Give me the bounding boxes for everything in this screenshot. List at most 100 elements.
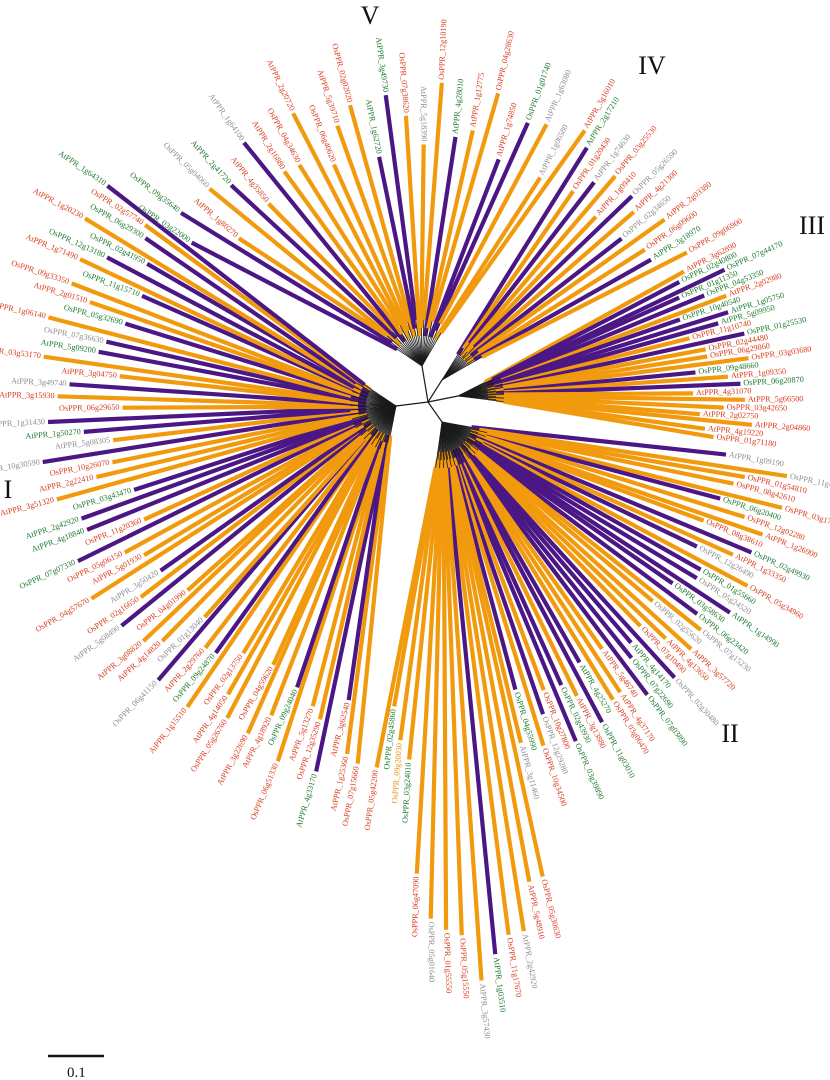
leaf-label: AtPPR_1g09190	[728, 450, 784, 469]
branch-osppr-04g57670	[90, 423, 365, 601]
branch-atppr-1g71490	[79, 257, 362, 394]
internal-branch	[386, 335, 423, 367]
branch-osppr-05g01640	[428, 451, 445, 919]
internal-branch	[421, 323, 441, 367]
internal-branch	[421, 321, 433, 367]
branch-osppr-02g55620	[469, 445, 655, 603]
internal-branch	[392, 329, 423, 367]
branch-osppr-02g30480	[471, 454, 677, 680]
clade-label-v: V	[361, 1, 380, 30]
branch-osppr-12g26490	[481, 441, 698, 549]
branch-osppr-07g07330	[77, 419, 363, 564]
branch-osppr-09g20030	[398, 451, 442, 741]
leaf-label: AtPPR_1g62720	[364, 98, 384, 154]
leaf-label: AtPPR_2g04860	[755, 420, 811, 433]
leaf-label: OsPPR_03g53170	[0, 344, 41, 360]
branch-osppr-04g55990	[453, 465, 518, 691]
branch-atppr-3g15930	[57, 394, 351, 408]
branch-atppr-1g74850	[428, 158, 501, 338]
branch-osppr-07g10490	[466, 448, 642, 628]
branch-osppr-06g09600	[465, 247, 647, 365]
clade-label-iv: IV	[638, 51, 666, 80]
branch-atppr-2g20720	[291, 112, 412, 340]
leaf-label: AtPPR_1g06140	[0, 300, 47, 321]
branch-osppr-05g26590	[472, 194, 634, 349]
branch-atppr-3g51320	[56, 411, 368, 502]
branch-atppr-4g35850	[267, 202, 395, 332]
leaf-label: OsPPR_05g15550	[458, 938, 471, 999]
branch-osppr-03g25530	[459, 174, 617, 359]
leaf-label: AtPPR_1g50270	[25, 427, 81, 441]
branch-atppr-1g64310	[106, 184, 366, 387]
branch-atppr-2g41720	[229, 183, 398, 340]
scale-bar: 0.1	[48, 1054, 104, 1080]
branch-osppr-07g15230	[463, 439, 703, 632]
branch-osppr-07g36630	[105, 339, 360, 402]
leaf-label: AtPPR_5g18390	[419, 86, 429, 142]
leaf-label: AtPPR_1g64310	[57, 149, 108, 188]
branch-osppr-01g71180	[503, 399, 714, 440]
branch-osppr-06g29300	[144, 236, 358, 385]
branch-osppr-02g13750	[241, 435, 376, 655]
leaf-label: AtPPR_4g28010	[451, 78, 466, 134]
branch-atppr-1g62720	[377, 156, 417, 330]
internal-branch	[441, 356, 483, 381]
branch-osppr-03g06470	[464, 459, 615, 701]
branch-osppr-06g20400	[485, 434, 721, 501]
branch-atppr-1g80270	[237, 236, 389, 338]
leaf-label: OsPPR_11g17670	[505, 937, 523, 998]
internal-branch	[421, 332, 442, 367]
branch-atppr-4g18920	[269, 446, 378, 717]
branch-osppr-05g04060	[208, 187, 402, 347]
branch-atppr-5g18390	[419, 144, 426, 329]
branch-osppr-06g51330	[275, 433, 387, 762]
branch-osppr-11g03010	[458, 454, 604, 724]
leaf-label: OsPPR_03g24010	[401, 762, 413, 823]
leaf-label: OsPPR_01g25530	[746, 315, 807, 337]
branch-osppr-02g44480	[502, 347, 707, 390]
branch-osppr-04g28630	[430, 92, 501, 322]
branch-osppr-02g49930	[468, 432, 753, 555]
branch-atppr-2g17210	[456, 146, 589, 356]
branch-osppr-09g24040	[295, 439, 383, 689]
leaf-label: AtPPR_4g31070	[696, 386, 752, 397]
branch-atppr-1g05750	[493, 310, 729, 388]
scale-bar-label: 0.1	[67, 1065, 86, 1080]
internal-branch	[399, 325, 423, 367]
leaf-label: AtPPR_2g01510	[33, 281, 89, 305]
clade-stem-3	[427, 395, 459, 403]
leaf-label-group: OsPPR_03g22000OsPPR_09g35640AtPPR_1g8027…	[0, 19, 830, 1039]
branch-atppr-3g18970	[473, 257, 653, 362]
branch-atppr-4g18840	[86, 414, 369, 532]
branch-osppr-01g01740	[432, 121, 530, 332]
leaf-label: AtPPR_1g03510	[492, 957, 508, 1013]
leaf-label: OsPPR_06g47090	[410, 876, 420, 937]
branch-osppr-01g55660	[473, 440, 702, 572]
branch-osppr-01g20430	[461, 189, 575, 350]
branch-atppr-5g48910	[449, 466, 532, 883]
branch-atppr-3g62540	[346, 450, 387, 701]
branch-atppr-5g01930	[143, 426, 357, 557]
branch-atppr-4g28010	[423, 136, 458, 337]
branch-osppr-12g02280	[469, 430, 746, 519]
leaf-label: OsPPR_04g28630	[494, 30, 516, 91]
branch-osppr-10g30590	[42, 408, 367, 465]
stem-group	[349, 320, 504, 468]
branch-atppr-4g14170	[459, 443, 633, 645]
branch-atppr-4g33170	[314, 434, 390, 772]
branch-atppr-3g16010	[439, 129, 587, 335]
branch-osppr-03g53170	[43, 354, 351, 403]
leaf-label: OsPPR_12g10190	[437, 19, 449, 80]
branch-osppr-09g24870	[214, 427, 379, 655]
branch-osppr-05g34960	[467, 435, 749, 588]
branch-osppr-06g40620	[332, 163, 410, 332]
leaf-label: OsPPR_02g30480	[674, 676, 721, 727]
branch-osppr-11g17670	[445, 459, 511, 936]
branch-atppr-3g57720	[474, 451, 693, 651]
branch-osppr-05g15550	[442, 459, 464, 936]
clade-label-i: I	[4, 475, 13, 504]
internal-branch	[421, 320, 425, 367]
leaf-label: OsPPR_05g01640	[427, 922, 436, 983]
